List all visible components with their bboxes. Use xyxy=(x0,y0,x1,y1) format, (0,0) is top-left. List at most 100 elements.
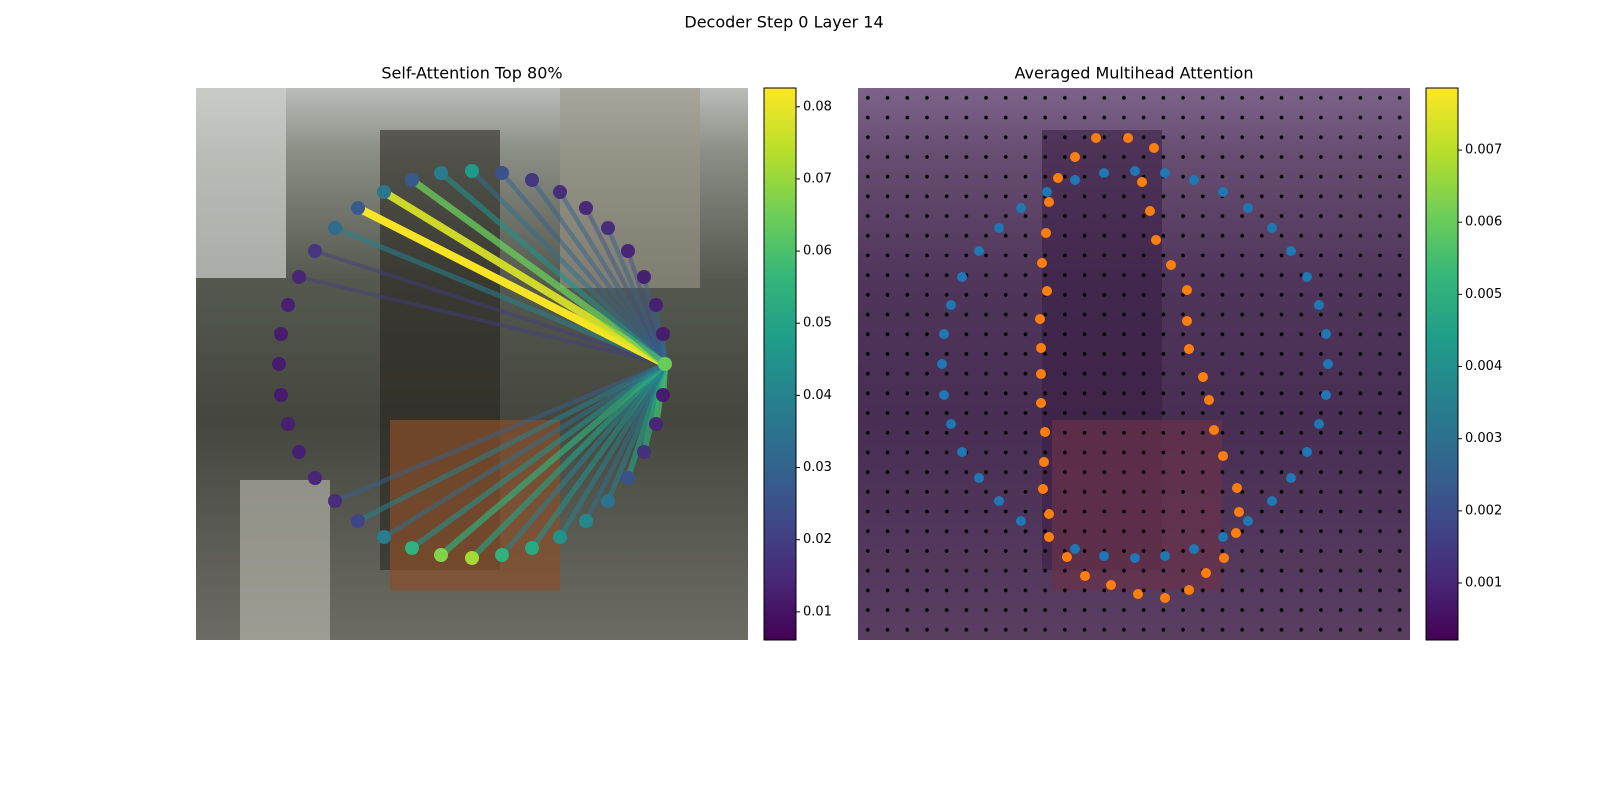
colorbar xyxy=(1425,87,1459,641)
point xyxy=(637,445,651,459)
point xyxy=(1053,173,1063,183)
point xyxy=(939,329,949,339)
point xyxy=(1302,447,1312,457)
point xyxy=(434,548,448,562)
point xyxy=(495,166,509,180)
point xyxy=(1218,187,1228,197)
point xyxy=(939,390,949,400)
point xyxy=(1036,369,1046,379)
point xyxy=(1234,507,1244,517)
point xyxy=(1218,532,1228,542)
point xyxy=(1149,143,1159,153)
point xyxy=(1232,483,1242,493)
point xyxy=(377,185,391,199)
point xyxy=(1038,484,1048,494)
point xyxy=(1036,398,1046,408)
point xyxy=(351,514,365,528)
point xyxy=(649,298,663,312)
point xyxy=(465,164,479,178)
colorbar-tick-label: 0.006 xyxy=(1465,215,1502,230)
point xyxy=(1314,419,1324,429)
point xyxy=(656,327,670,341)
point xyxy=(351,201,365,215)
point xyxy=(946,419,956,429)
point xyxy=(1040,427,1050,437)
figure-title: Decoder Step 0 Layer 14 xyxy=(684,13,883,32)
point xyxy=(495,548,509,562)
colorbar-tick-label: 0.02 xyxy=(803,532,832,547)
attention-line xyxy=(500,362,667,557)
point xyxy=(1219,553,1229,563)
panel-title: Self-Attention Top 80% xyxy=(381,64,562,83)
colorbar-tick-label: 0.007 xyxy=(1465,143,1502,158)
point xyxy=(377,530,391,544)
point xyxy=(1099,551,1109,561)
point xyxy=(1130,553,1140,563)
colorbar-tick-label: 0.07 xyxy=(803,171,832,186)
point xyxy=(281,417,295,431)
point xyxy=(601,221,615,235)
colorbar-tick-label: 0.005 xyxy=(1465,287,1502,302)
colorbar-tick-label: 0.001 xyxy=(1465,575,1502,590)
colorbar xyxy=(763,87,797,641)
point xyxy=(1091,133,1101,143)
point xyxy=(1145,206,1155,216)
point xyxy=(649,417,663,431)
point xyxy=(1286,246,1296,256)
point xyxy=(1314,300,1324,310)
point xyxy=(308,471,322,485)
attention-line xyxy=(298,275,666,366)
point xyxy=(405,541,419,555)
attention-line xyxy=(470,169,667,366)
point xyxy=(272,357,286,371)
point xyxy=(1218,451,1228,461)
point xyxy=(1166,260,1176,270)
point xyxy=(1123,133,1133,143)
point xyxy=(1042,187,1052,197)
point xyxy=(1130,166,1140,176)
point xyxy=(1204,395,1214,405)
point xyxy=(601,494,615,508)
point xyxy=(292,445,306,459)
point xyxy=(1070,544,1080,554)
point xyxy=(1184,585,1194,595)
point xyxy=(1044,509,1054,519)
point xyxy=(1016,203,1026,213)
point xyxy=(1286,473,1296,483)
point xyxy=(621,244,635,258)
attention-line xyxy=(529,362,668,550)
point xyxy=(1039,457,1049,467)
point xyxy=(1189,175,1199,185)
point xyxy=(328,221,342,235)
point xyxy=(1321,329,1331,339)
point xyxy=(328,494,342,508)
point xyxy=(1302,272,1312,282)
point xyxy=(553,530,567,544)
point xyxy=(465,551,479,565)
point xyxy=(405,173,419,187)
point xyxy=(974,473,984,483)
point xyxy=(946,300,956,310)
point xyxy=(1035,314,1045,324)
point xyxy=(1042,286,1052,296)
colorbar-tick-label: 0.004 xyxy=(1465,359,1502,374)
attention-line xyxy=(500,171,667,366)
point xyxy=(579,514,593,528)
attention-line xyxy=(381,188,668,368)
point xyxy=(1160,593,1170,603)
point xyxy=(434,166,448,180)
point xyxy=(1323,359,1333,369)
point xyxy=(1267,496,1277,506)
point xyxy=(1080,571,1090,581)
attention-line xyxy=(356,204,667,368)
photo-left xyxy=(196,88,748,640)
point xyxy=(1099,168,1109,178)
point xyxy=(1243,203,1253,213)
point xyxy=(637,270,651,284)
point xyxy=(1041,228,1051,238)
point xyxy=(1189,544,1199,554)
point xyxy=(1151,235,1161,245)
point xyxy=(974,246,984,256)
point xyxy=(308,244,322,258)
point xyxy=(1198,372,1208,382)
